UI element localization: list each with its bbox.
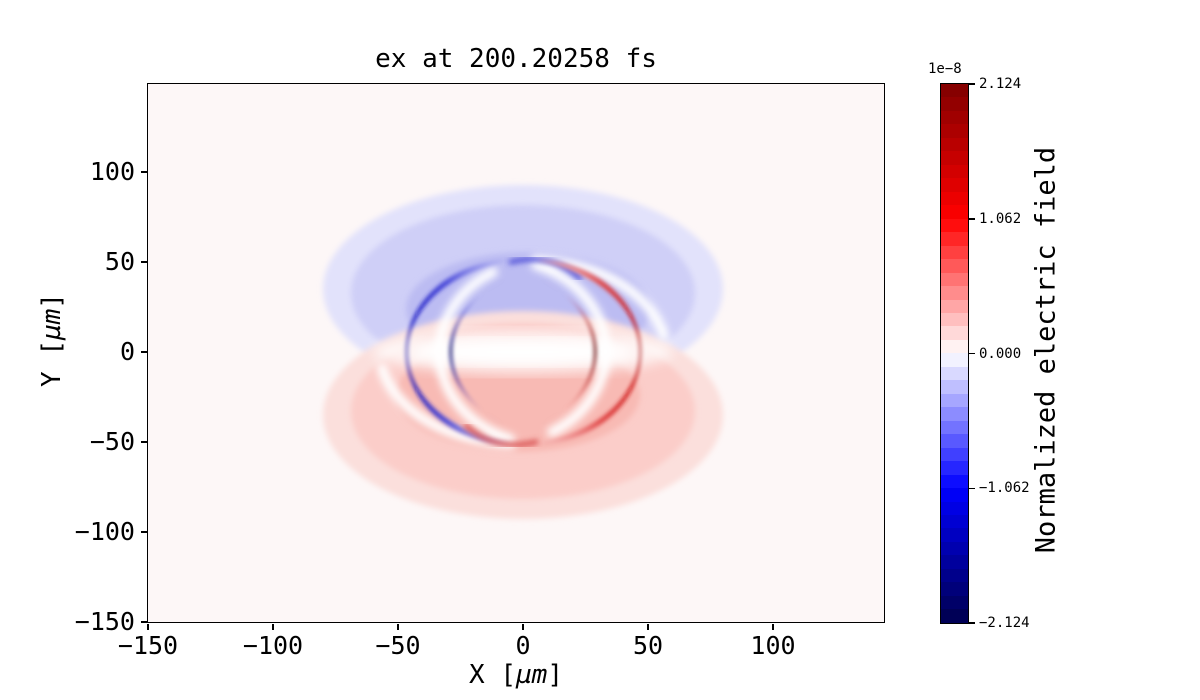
- colorbar-segment: [941, 609, 968, 623]
- colorbar-segment: [941, 461, 968, 475]
- colorbar-tick-mark: [969, 83, 975, 85]
- plot-title: ex at 200.20258 fs: [375, 44, 657, 74]
- x-tick-mark: [397, 624, 399, 630]
- y-tick-mark: [141, 621, 147, 623]
- y-tick-mark: [141, 441, 147, 443]
- colorbar-segment: [941, 407, 968, 421]
- colorbar-segment: [941, 218, 968, 233]
- colorbar-segment: [941, 366, 968, 381]
- colorbar-segment: [941, 420, 968, 435]
- colorbar-segment: [941, 515, 968, 529]
- colorbar-segment: [941, 380, 968, 394]
- colorbar-segment: [941, 272, 968, 287]
- y-tick-label: 50: [104, 247, 135, 276]
- colorbar-segment: [941, 232, 968, 246]
- colorbar-segment: [941, 84, 968, 98]
- colorbar-tick-label: 2.124: [979, 76, 1022, 92]
- y-tick-label: 0: [119, 337, 135, 366]
- y-tick-label: −150: [74, 607, 135, 636]
- y-tick-mark: [141, 351, 147, 353]
- x-tick-mark: [647, 624, 649, 630]
- colorbar-segment: [941, 474, 968, 489]
- colorbar-segment: [941, 110, 968, 125]
- zero-band: [373, 330, 673, 374]
- y-tick-label: 100: [89, 157, 135, 186]
- colorbar-segment: [941, 245, 968, 260]
- colorbar-tick-mark: [969, 352, 975, 355]
- y-tick-mark: [141, 171, 147, 173]
- x-tick-label: 0: [515, 631, 531, 660]
- x-tick-mark: [772, 624, 774, 630]
- x-tick-label: 50: [632, 631, 664, 660]
- y-tick-label: −50: [89, 427, 135, 456]
- x-tick-label: −150: [117, 631, 179, 660]
- y-tick-mark: [141, 261, 147, 263]
- colorbar-segment: [941, 568, 968, 583]
- colorbar-tick-label: −1.062: [979, 480, 1030, 497]
- colorbar-segment: [941, 205, 968, 219]
- colorbar-segment: [941, 124, 968, 138]
- x-tick-mark: [522, 624, 524, 630]
- colorbar-segment: [941, 434, 968, 448]
- colorbar-label: Normalized electric field: [1030, 146, 1062, 554]
- colorbar-segment: [941, 97, 968, 111]
- field-heatmap: [148, 84, 884, 622]
- x-tick-label: 100: [750, 631, 796, 660]
- colorbar-segment: [941, 393, 968, 408]
- colorbar-segment: [941, 555, 968, 569]
- positive-crescent-red: [463, 260, 641, 448]
- x-axis-label: X [µm]: [469, 660, 563, 690]
- colorbar-segment: [941, 488, 968, 502]
- colorbar-tick-mark: [969, 218, 975, 220]
- colorbar-segment: [941, 582, 968, 596]
- y-tick-mark: [141, 531, 147, 533]
- colorbar-segment: [941, 312, 968, 327]
- colorbar-segment: [941, 447, 968, 462]
- colorbar-tick-mark: [969, 622, 975, 624]
- colorbar: [940, 83, 969, 624]
- colorbar-segment: [941, 339, 968, 354]
- x-tick-mark: [272, 624, 274, 630]
- colorbar-tick-label: −2.124: [979, 615, 1030, 631]
- plot-area: [147, 83, 885, 623]
- colorbar-segment: [941, 191, 968, 206]
- colorbar-segment: [941, 286, 968, 300]
- y-tick-label: −100: [74, 517, 135, 546]
- colorbar-segment: [941, 528, 968, 542]
- colorbar-segment: [941, 259, 968, 273]
- colorbar-segment: [941, 595, 968, 610]
- colorbar-tick-label: 1.062: [979, 210, 1022, 227]
- colorbar-tick-label: 0.000: [979, 345, 1022, 362]
- colorbar-segment: [941, 353, 968, 367]
- x-tick-mark: [147, 624, 149, 630]
- colorbar-segment: [941, 501, 968, 515]
- colorbar-offset-label: 1e−8: [928, 61, 962, 77]
- x-tick-label: −50: [375, 631, 421, 660]
- red-tip-tail: [463, 423, 539, 448]
- colorbar-segment: [941, 326, 968, 340]
- colorbar-segment: [941, 541, 968, 556]
- colorbar-segment: [941, 137, 968, 152]
- x-tick-label: −100: [242, 631, 304, 660]
- colorbar-segment: [941, 151, 968, 165]
- colorbar-segment: [941, 164, 968, 179]
- colorbar-tick-mark: [969, 487, 975, 489]
- colorbar-segment: [941, 178, 968, 192]
- colorbar-segment: [941, 299, 968, 313]
